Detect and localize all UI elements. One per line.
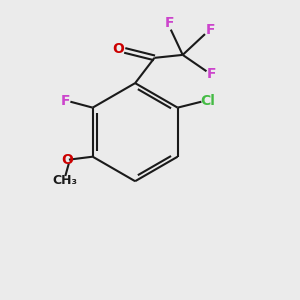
Text: F: F — [206, 22, 215, 37]
Text: CH₃: CH₃ — [53, 174, 78, 187]
Text: F: F — [207, 67, 217, 81]
Text: O: O — [112, 42, 124, 56]
Text: O: O — [61, 153, 73, 167]
Text: F: F — [60, 94, 70, 107]
Text: Cl: Cl — [200, 94, 215, 107]
Text: F: F — [165, 16, 174, 30]
